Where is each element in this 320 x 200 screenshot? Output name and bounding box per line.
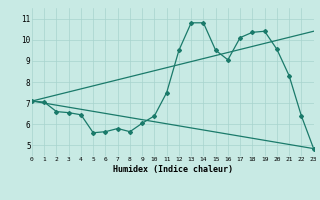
X-axis label: Humidex (Indice chaleur): Humidex (Indice chaleur) [113, 165, 233, 174]
